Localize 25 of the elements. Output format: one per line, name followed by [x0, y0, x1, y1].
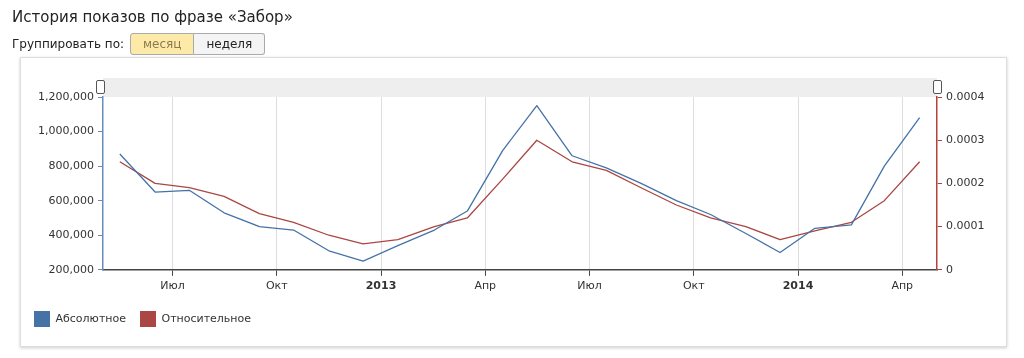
- text: Группировать по:: [12, 37, 125, 51]
- y-tick-label: 400,000: [48, 228, 94, 242]
- x-tick-label: Апр: [891, 279, 914, 293]
- y2-tick-label: 0.0003: [946, 133, 985, 147]
- x-tick-label: Окт: [265, 279, 289, 293]
- x-tick-label: Окт: [682, 279, 706, 293]
- chart-title: История показов по фразе «Забор»: [12, 8, 293, 26]
- y2-tick-label: 0.0004: [946, 89, 985, 103]
- x-tick-label: Июл: [160, 279, 185, 293]
- y-tick-label: 800,000: [48, 158, 94, 172]
- y2-tick-label: 0.0002: [946, 176, 985, 190]
- text: месяц: [130, 33, 195, 55]
- y-tick-label: 200,000: [48, 262, 94, 276]
- y-tick-label: 1,200,000: [38, 89, 94, 103]
- y2-tick-label: 0: [946, 262, 953, 276]
- x-tick-label: 2013: [365, 279, 397, 293]
- text: неделя: [194, 33, 266, 55]
- y-tick-label: 1,000,000: [38, 124, 94, 138]
- x-tick-label: Апр: [474, 279, 497, 293]
- legend-label: Абсолютное: [55, 311, 127, 325]
- y2-tick-label: 0.0001: [946, 219, 985, 233]
- legend-label: Относительное: [161, 311, 252, 325]
- y-tick-label: 600,000: [48, 193, 94, 207]
- x-tick-label: 2014: [782, 279, 814, 293]
- x-tick-label: Июл: [577, 279, 602, 293]
